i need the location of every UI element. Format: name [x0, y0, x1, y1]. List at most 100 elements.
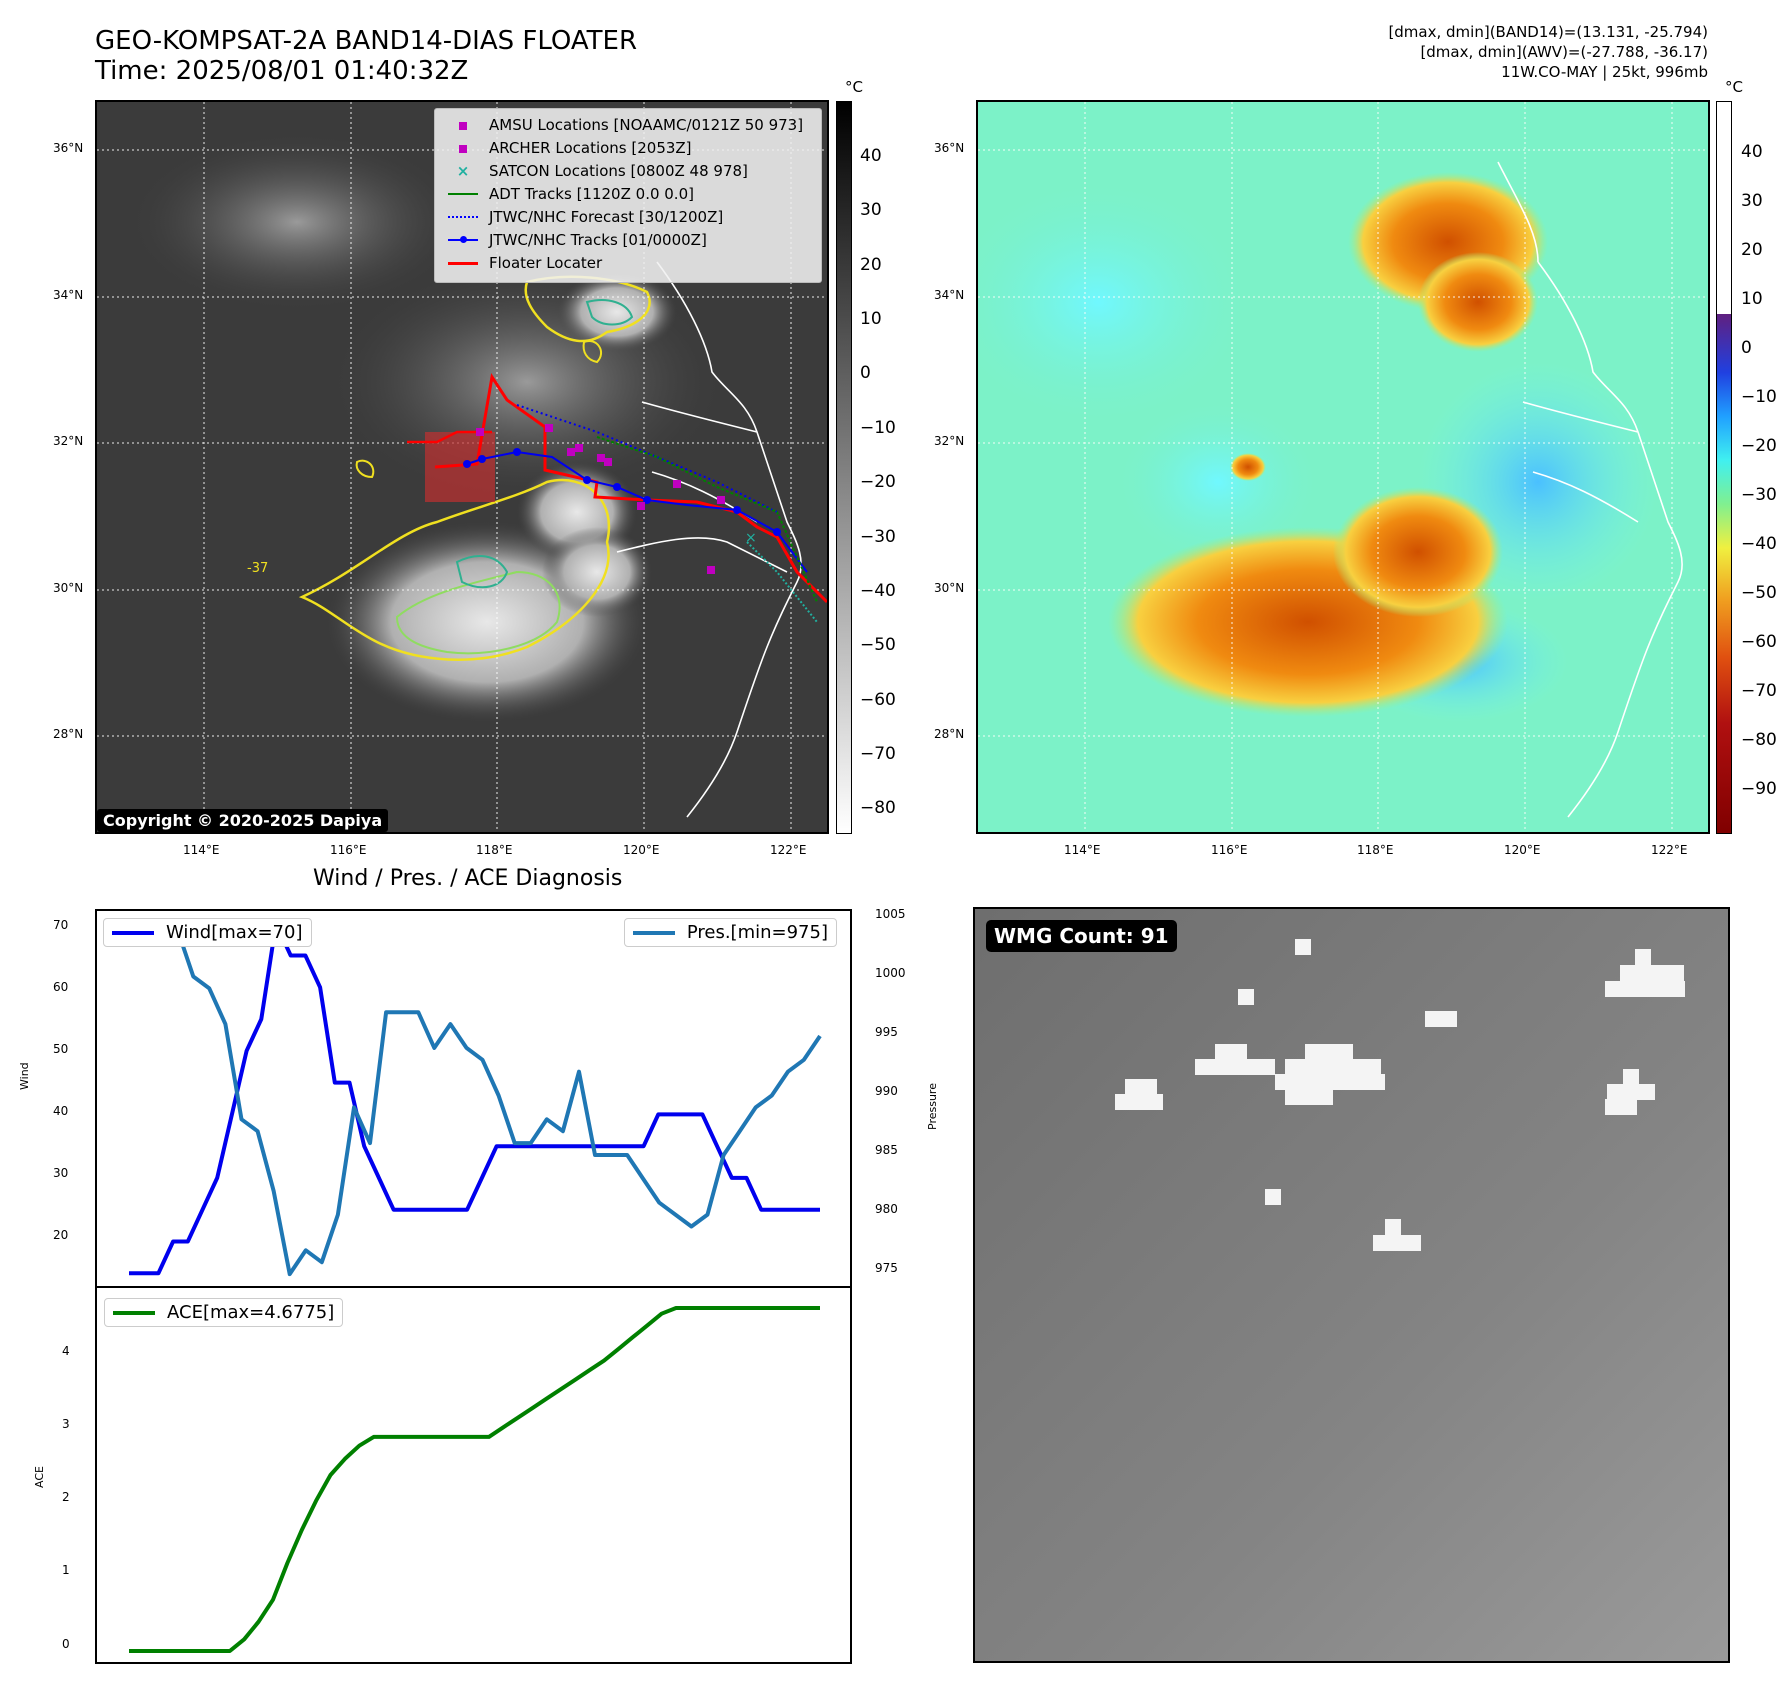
wv-cbar-tick: 40 — [1741, 142, 1763, 162]
wind-tick: 40 — [53, 1104, 69, 1118]
wv-cbar-tick: −80 — [1741, 730, 1777, 750]
wv-colorbar-unit: °C — [1725, 78, 1743, 96]
ir-lat-tick: 30°N — [53, 581, 84, 595]
wv-cbar-tick: −40 — [1741, 534, 1777, 554]
pressure-series-line — [129, 926, 822, 1277]
wind-tick: 30 — [53, 1166, 69, 1180]
wind-pressure-plot — [129, 921, 822, 1277]
ir-cbar-tick: −60 — [860, 690, 896, 710]
red-line-icon — [443, 254, 483, 272]
wv-map-panel — [976, 100, 1710, 834]
legend-amsu: AMSU Locations [NOAAMC/0121Z 50 973] — [443, 113, 813, 136]
legend-adt: ADT Tracks [1120Z 0.0 0.0] — [443, 182, 813, 205]
pressure-tick: 985 — [875, 1143, 898, 1157]
diagnosis-title: Wind / Pres. / ACE Diagnosis — [313, 866, 623, 891]
ace-tick: 0 — [62, 1637, 70, 1651]
wind-legend-label: Wind[max=70] — [166, 922, 303, 943]
pressure-tick: 1000 — [875, 966, 906, 980]
amsu-markers — [476, 424, 725, 574]
ir-lat-tick: 28°N — [53, 727, 84, 741]
wmg-panel: WMG Count: 91 — [973, 907, 1730, 1663]
ir-lon-tick: 118°E — [476, 843, 513, 857]
ir-cbar-tick: 10 — [860, 309, 882, 329]
ir-lat-tick: 34°N — [53, 288, 84, 302]
stats-awv: [dmax, dmin](AWV)=(-27.788, -36.17) — [1420, 43, 1708, 61]
title-time: Time: 2025/08/01 01:40:32Z — [95, 56, 469, 86]
wind-line-icon — [112, 930, 154, 935]
wind-series-line — [129, 921, 820, 1276]
ace-plot — [129, 1306, 820, 1653]
stats-block: [dmax, dmin](BAND14)=(13.131, -25.794) [… — [1388, 22, 1708, 82]
ace-tick: 2 — [62, 1490, 70, 1504]
map-legend: AMSU Locations [NOAAMC/0121Z 50 973] ARC… — [434, 108, 822, 283]
ace-line-icon — [113, 1310, 155, 1315]
copyright-badge: Copyright © 2020-2025 Dapiya — [97, 809, 389, 832]
pressure-tick: 995 — [875, 1025, 898, 1039]
wv-cbar-tick: −70 — [1741, 681, 1777, 701]
ace-tick: 4 — [62, 1344, 70, 1358]
ace-legend-label: ACE[max=4.6775] — [167, 1302, 335, 1323]
legend-label: JTWC/NHC Tracks [01/0000Z] — [489, 230, 707, 249]
ir-cbar-tick: −30 — [860, 527, 896, 547]
ir-colorbar — [836, 101, 852, 834]
ace-tick: 1 — [62, 1563, 70, 1577]
wind-tick: 60 — [53, 980, 69, 994]
wv-lat-tick: 30°N — [934, 581, 965, 595]
dotted-line-icon — [443, 208, 483, 226]
ir-cbar-tick: −40 — [860, 581, 896, 601]
pressure-tick: 975 — [875, 1261, 898, 1275]
wind-tick: 70 — [53, 918, 69, 932]
wind-legend: Wind[max=70] — [103, 918, 312, 947]
square-marker-icon — [443, 139, 483, 157]
wv-cbar-tick: −90 — [1741, 779, 1777, 799]
wv-colorbar — [1716, 101, 1732, 834]
ace-legend: ACE[max=4.6775] — [104, 1298, 344, 1327]
ir-cbar-tick: 0 — [860, 363, 871, 383]
stats-storm: 11W.CO-MAY | 25kt, 996mb — [1501, 63, 1708, 81]
ir-map-panel: × -37 AMSU Locations [NOAAMC/0121Z 50 97… — [95, 100, 829, 834]
wv-lon-tick: 114°E — [1064, 843, 1101, 857]
legend-jtwc-forecast: JTWC/NHC Forecast [30/1200Z] — [443, 205, 813, 228]
wv-lon-tick: 120°E — [1504, 843, 1541, 857]
stats-band14: [dmax, dmin](BAND14)=(13.131, -25.794) — [1388, 23, 1708, 41]
wmg-image — [975, 909, 1728, 1661]
wind-tick: 50 — [53, 1042, 69, 1056]
legend-jtwc-tracks: JTWC/NHC Tracks [01/0000Z] — [443, 228, 813, 251]
wmg-count-badge: WMG Count: 91 — [986, 920, 1177, 952]
line-dot-icon — [443, 231, 483, 249]
ace-ylabel: ACE — [33, 1466, 46, 1488]
wv-grid — [978, 102, 1708, 832]
ir-cbar-tick: −70 — [860, 744, 896, 764]
wv-cbar-tick: 30 — [1741, 191, 1763, 211]
wind-pressure-panel: Wind[max=70] Pres.[min=975] — [95, 909, 852, 1288]
ir-cbar-tick: −10 — [860, 418, 896, 438]
pressure-tick: 990 — [875, 1084, 898, 1098]
wv-cbar-tick: 0 — [1741, 338, 1752, 358]
wv-lon-tick: 116°E — [1211, 843, 1248, 857]
wv-cbar-tick: 20 — [1741, 240, 1763, 260]
figure-title: GEO-KOMPSAT-2A BAND14-DIAS FLOATER Time:… — [95, 26, 637, 86]
ir-lon-tick: 120°E — [623, 843, 660, 857]
title-satellite: GEO-KOMPSAT-2A BAND14-DIAS FLOATER — [95, 26, 638, 56]
pressure-tick: 1005 — [875, 907, 906, 921]
wv-lat-tick: 34°N — [934, 288, 965, 302]
pressure-ylabel: Pressure — [926, 1083, 939, 1130]
wv-cbar-tick: −60 — [1741, 632, 1777, 652]
legend-label: ADT Tracks [1120Z 0.0 0.0] — [489, 184, 694, 203]
legend-label: AMSU Locations [NOAAMC/0121Z 50 973] — [489, 115, 804, 134]
legend-label: ARCHER Locations [2053Z] — [489, 138, 692, 157]
pressure-legend-label: Pres.[min=975] — [686, 922, 828, 943]
svg-text:×: × — [745, 530, 757, 546]
wv-cbar-tick: −10 — [1741, 387, 1777, 407]
wv-lon-tick: 122°E — [1651, 843, 1688, 857]
floater-track — [434, 372, 827, 604]
ir-lon-tick: 122°E — [770, 843, 807, 857]
wv-cbar-tick: −20 — [1741, 436, 1777, 456]
ace-series-line — [129, 1306, 820, 1653]
legend-satcon: × SATCON Locations [0800Z 48 978] — [443, 159, 813, 182]
pressure-tick: 980 — [875, 1202, 898, 1216]
legend-label: JTWC/NHC Forecast [30/1200Z] — [489, 207, 724, 226]
pressure-legend: Pres.[min=975] — [623, 918, 837, 947]
legend-label: Floater Locater — [489, 253, 603, 272]
contour-label: -37 — [247, 561, 268, 576]
